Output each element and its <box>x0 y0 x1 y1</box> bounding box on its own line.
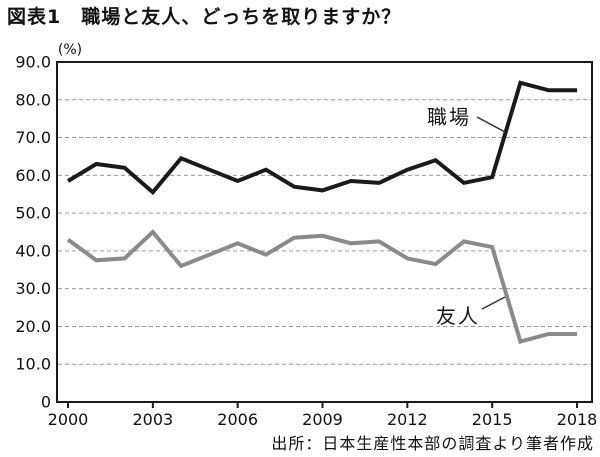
x-tick-label: 2000 <box>48 410 89 429</box>
workplace-label-pointer <box>476 116 506 133</box>
x-tick-label: 2006 <box>217 410 258 429</box>
y-tick-label: 0 <box>41 393 51 412</box>
y-tick-label: 40.0 <box>15 241 51 260</box>
y-tick-label: 10.0 <box>15 355 51 374</box>
y-axis-unit-label: (%) <box>58 42 82 58</box>
workplace-label: 職場 <box>427 105 471 129</box>
y-tick-label: 90.0 <box>15 53 51 72</box>
friend-line <box>66 229 577 345</box>
y-tick-label: 30.0 <box>15 279 51 298</box>
plot-border <box>56 61 593 403</box>
friend-label-pointer <box>481 296 506 310</box>
x-tick-label: 2015 <box>472 410 513 429</box>
y-tick-label: 20.0 <box>15 317 51 336</box>
source-note: 出所：日本生産性本部の調査より筆者作成 <box>271 434 594 453</box>
x-tick-label: 2009 <box>302 410 343 429</box>
y-tick-label: 50.0 <box>15 204 51 223</box>
friend-label: 友人 <box>436 304 480 328</box>
x-tick-label: 2012 <box>387 410 428 429</box>
y-tick-label: 80.0 <box>15 90 51 109</box>
workplace-line <box>66 80 577 196</box>
x-tick-label: 2018 <box>557 410 598 429</box>
y-tick-label: 60.0 <box>15 166 51 185</box>
chart-title: 図表1 職場と友人、どっちを取りますか？ <box>7 6 402 28</box>
y-tick-label: 70.0 <box>15 128 51 147</box>
x-tick-label: 2003 <box>132 410 173 429</box>
